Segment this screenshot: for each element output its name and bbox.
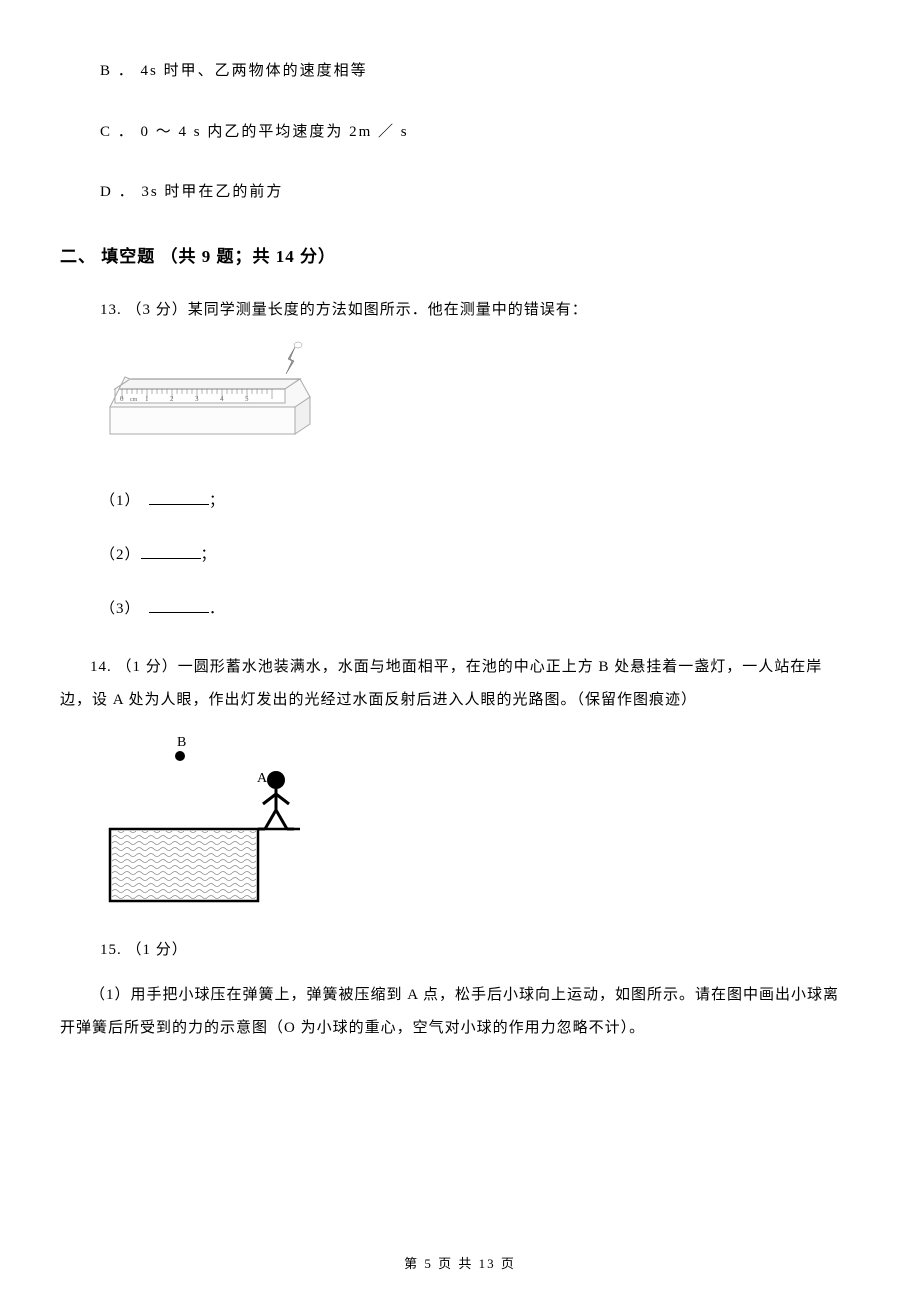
question-13-sub2: （2） ； bbox=[100, 543, 840, 567]
svg-text:4: 4 bbox=[220, 395, 224, 403]
option-c: C ． 0 ～ 4 s 内乙的平均速度为 2m ／ s bbox=[100, 121, 840, 144]
sub3-suffix: ． bbox=[209, 601, 225, 617]
sub1-prefix: （1） bbox=[100, 493, 149, 509]
question-15-sub1: （1）用手把小球压在弹簧上，弹簧被压缩到 A 点，松手后小球向上运动，如图所示。… bbox=[60, 979, 840, 1045]
sub2-prefix: （2） bbox=[100, 547, 141, 563]
svg-text:B: B bbox=[177, 735, 186, 750]
svg-text:cm: cm bbox=[130, 397, 138, 403]
section-2-heading: 二、 填空题 （共 9 题；共 14 分） bbox=[60, 242, 840, 267]
svg-text:2: 2 bbox=[170, 395, 174, 403]
blank-3 bbox=[149, 598, 209, 613]
question-13-text: 13. （3 分）某同学测量长度的方法如图所示．他在测量中的错误有： bbox=[100, 297, 840, 324]
question-13-sub1: （1） ； bbox=[100, 489, 840, 513]
blank-1 bbox=[149, 490, 209, 505]
option-b: B ． 4s 时甲、乙两物体的速度相等 bbox=[100, 60, 840, 83]
question-15-text: 15. （1 分） bbox=[100, 937, 840, 964]
svg-text:3: 3 bbox=[195, 395, 199, 403]
sub2-suffix: ； bbox=[201, 547, 217, 563]
ruler-diagram: 0 cm 1 2 3 4 5 bbox=[100, 339, 840, 464]
svg-text:A: A bbox=[257, 771, 268, 786]
option-d: D ． 3s 时甲在乙的前方 bbox=[100, 181, 840, 204]
svg-text:5: 5 bbox=[245, 395, 249, 403]
svg-text:0: 0 bbox=[120, 395, 124, 403]
sub1-suffix: ； bbox=[209, 493, 225, 509]
page-footer: 第 5 页 共 13 页 bbox=[0, 1253, 920, 1272]
sub3-prefix: （3） bbox=[100, 601, 149, 617]
svg-text:1: 1 bbox=[145, 395, 149, 403]
question-13-sub3: （3） ． bbox=[100, 597, 840, 621]
question-14-text: 14. （1 分）一圆形蓄水池装满水，水面与地面相平，在池的中心正上方 B 处悬… bbox=[60, 651, 840, 717]
blank-2 bbox=[141, 544, 201, 559]
pool-diagram: B A bbox=[100, 732, 840, 912]
